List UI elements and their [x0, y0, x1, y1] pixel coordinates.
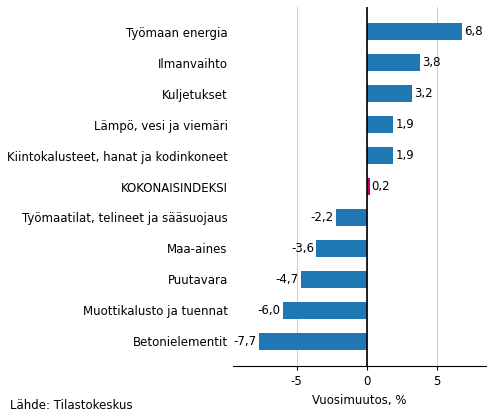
Text: 0,2: 0,2 [372, 180, 390, 193]
Bar [367, 178, 370, 195]
Bar [301, 271, 367, 288]
Bar [316, 240, 367, 257]
Text: -2,2: -2,2 [311, 211, 334, 224]
Text: 3,8: 3,8 [422, 56, 441, 69]
Bar [367, 54, 420, 71]
Bar [367, 116, 393, 133]
Bar [367, 147, 393, 164]
Text: -7,7: -7,7 [233, 335, 256, 348]
Text: -4,7: -4,7 [276, 273, 299, 286]
Text: 1,9: 1,9 [395, 149, 414, 162]
Bar [367, 23, 462, 40]
Bar [282, 302, 367, 319]
Bar [259, 333, 367, 350]
Bar [336, 209, 367, 226]
Text: -3,6: -3,6 [291, 242, 314, 255]
X-axis label: Vuosimuutos, %: Vuosimuutos, % [313, 394, 407, 407]
Text: 3,2: 3,2 [414, 87, 432, 100]
Text: 1,9: 1,9 [395, 118, 414, 131]
Text: 6,8: 6,8 [464, 25, 483, 38]
Text: -6,0: -6,0 [257, 304, 281, 317]
Text: Lähde: Tilastokeskus: Lähde: Tilastokeskus [10, 399, 133, 412]
Bar [367, 85, 412, 102]
